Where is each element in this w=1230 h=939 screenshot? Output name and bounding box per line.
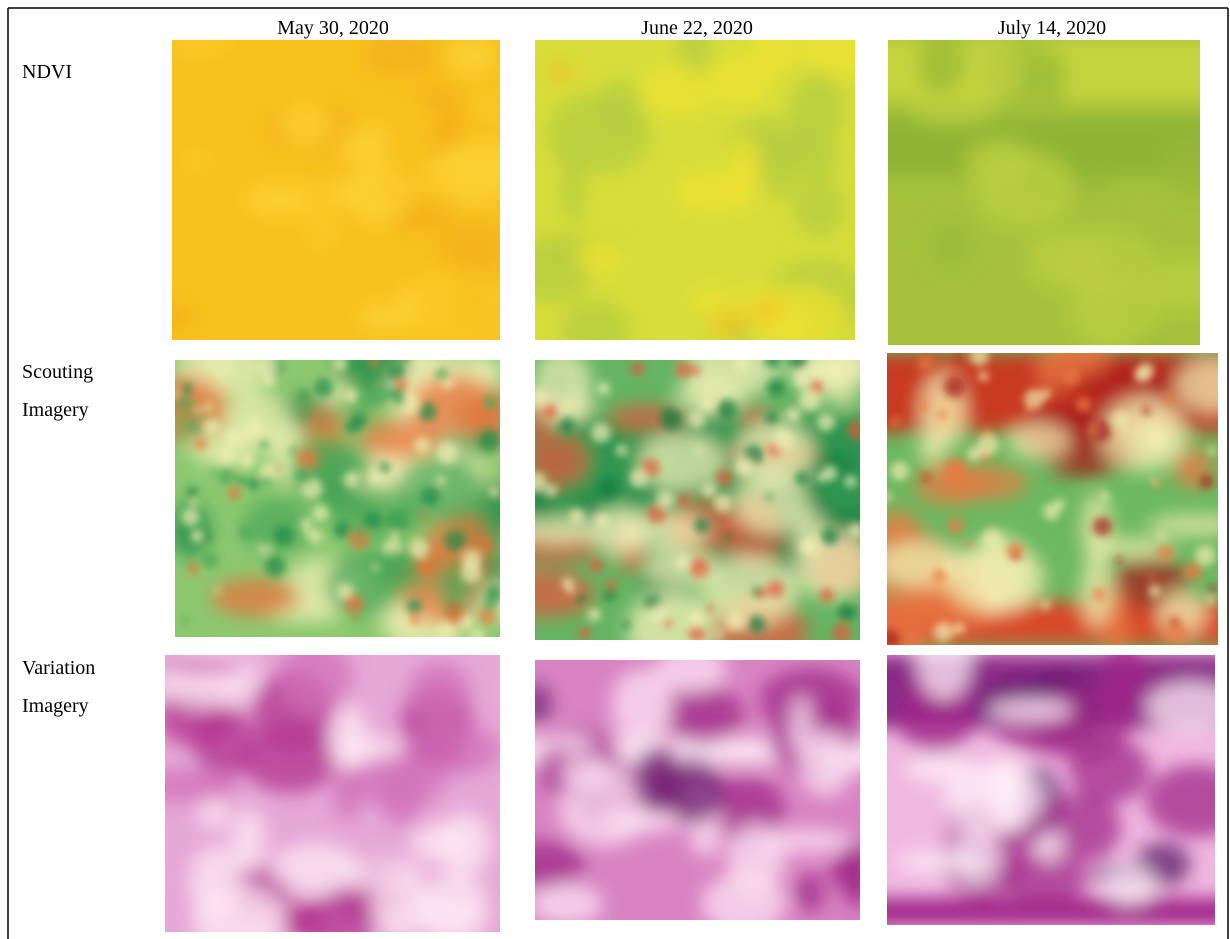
row-label: Variation (22, 657, 95, 679)
imagery-panel (512, 12, 885, 361)
row-label: NDVI (22, 61, 72, 83)
row-label: Imagery (22, 399, 89, 421)
column-header: July 14, 2020 (998, 17, 1106, 39)
row-label: Scouting (22, 361, 93, 383)
column-header: May 30, 2020 (277, 17, 389, 39)
imagery-panel (845, 331, 1230, 667)
imagery-panel (138, 639, 502, 939)
figure: May 30, 2020 June 22, 2020 July 14, 2020… (0, 0, 1230, 939)
row-label: Imagery (22, 695, 89, 717)
imagery-panel (868, 28, 1230, 375)
imagery-panel (500, 647, 883, 934)
column-header: June 22, 2020 (641, 17, 753, 39)
page: {"columns": ["May 30, 2020", "June 22, 2… (0, 0, 1230, 939)
imagery-panel (867, 626, 1230, 925)
imagery-panel (497, 335, 889, 668)
imagery-panel (148, 24, 536, 345)
imagery-panel (144, 337, 536, 655)
